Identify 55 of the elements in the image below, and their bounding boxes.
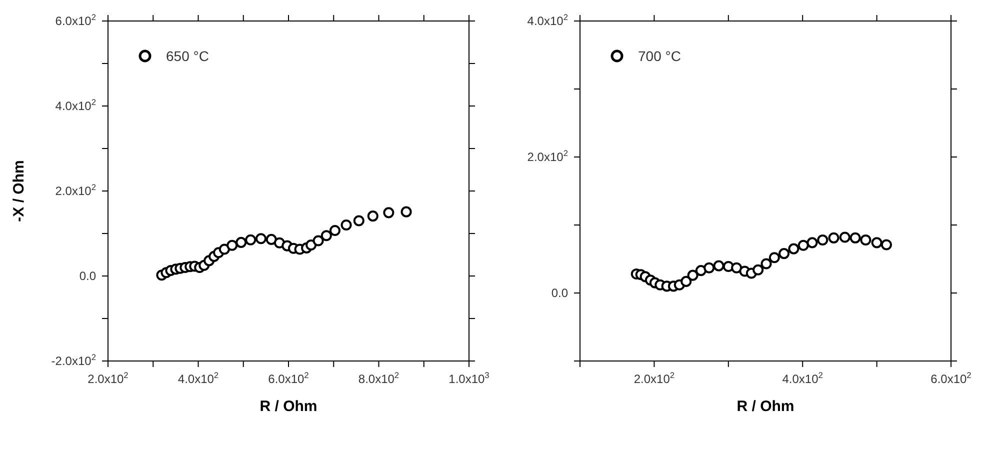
- y-tick-label: 2.0x10$^{2}$: [527, 148, 568, 164]
- legend-label: 700 °C: [638, 48, 681, 64]
- point: [880, 239, 892, 250]
- point: [850, 232, 861, 244]
- x-axis-title: R / Ohm: [260, 398, 318, 415]
- x-tick-label: 4.0x10$^{2}$: [178, 370, 219, 386]
- point: [768, 252, 780, 264]
- x-axis-title: R / Ohm: [736, 398, 794, 415]
- y-tick-label: 6.0x10$^{2}$: [55, 12, 96, 28]
- point: [695, 265, 706, 276]
- y-axis-title: -X / Ohm: [10, 160, 28, 222]
- y-tick-label: 4.0x10$^{2}$: [55, 97, 96, 113]
- x-tick-label: 8.0x10$^{2}$: [358, 370, 400, 386]
- point: [329, 225, 340, 236]
- x-tick-label: 6.0x10$^{2}$: [930, 370, 972, 386]
- point: [306, 239, 317, 250]
- point: [704, 262, 715, 274]
- point: [871, 237, 882, 248]
- point: [760, 258, 772, 270]
- point: [839, 232, 850, 243]
- x-tick-label: 2.0x10$^{2}$: [634, 370, 675, 386]
- point: [680, 276, 692, 287]
- legend-label: 650 °C: [166, 48, 209, 64]
- point: [266, 234, 277, 245]
- point: [817, 234, 828, 246]
- y-tick-label: -2.0x10$^{2}$: [51, 352, 96, 368]
- point: [713, 260, 724, 272]
- x-tick-label: 6.0x10$^{2}$: [268, 370, 310, 386]
- point: [226, 240, 238, 251]
- x-tick-label: 4.0x10$^{2}$: [782, 370, 824, 386]
- point: [255, 233, 266, 244]
- point: [778, 248, 790, 260]
- point: [383, 207, 394, 218]
- point: [731, 262, 742, 274]
- x-tick-label: 1.0x10$^{3}$: [448, 370, 490, 386]
- point: [752, 264, 764, 276]
- point: [312, 235, 324, 246]
- y-tick-label: 0.0: [79, 269, 96, 283]
- y-tick-label: 0.0: [551, 286, 568, 300]
- point: [687, 270, 698, 281]
- point: [798, 240, 809, 251]
- x-tick-label: 2.0x10$^{2}$: [88, 370, 129, 386]
- point: [788, 243, 800, 254]
- point: [320, 230, 332, 242]
- point: [367, 210, 378, 222]
- point: [353, 215, 364, 226]
- point: [860, 234, 872, 246]
- y-tick-label: 4.0x10$^{2}$: [527, 12, 568, 28]
- point: [245, 234, 256, 246]
- point: [806, 237, 818, 248]
- point: [340, 219, 352, 231]
- point: [828, 232, 840, 244]
- point: [400, 206, 412, 218]
- y-tick-label: 2.0x10$^{2}$: [55, 182, 96, 198]
- point: [236, 236, 247, 248]
